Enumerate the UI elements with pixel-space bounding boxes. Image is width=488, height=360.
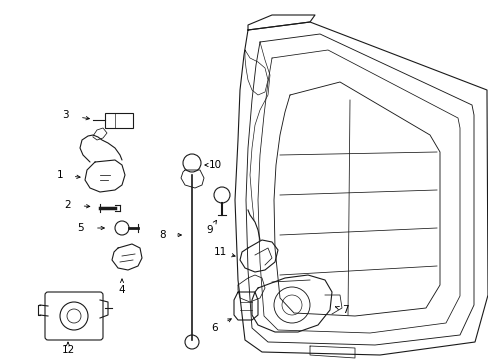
Text: 3: 3 [61, 110, 68, 120]
Text: 5: 5 [77, 223, 83, 233]
Text: 12: 12 [61, 345, 75, 355]
Text: 11: 11 [213, 247, 226, 257]
Text: 2: 2 [64, 200, 71, 210]
Text: 8: 8 [160, 230, 166, 240]
Text: 1: 1 [57, 170, 63, 180]
Text: 7: 7 [341, 305, 347, 315]
Text: 9: 9 [206, 225, 213, 235]
Text: 6: 6 [211, 323, 218, 333]
Text: 4: 4 [119, 285, 125, 295]
Text: 10: 10 [208, 160, 221, 170]
